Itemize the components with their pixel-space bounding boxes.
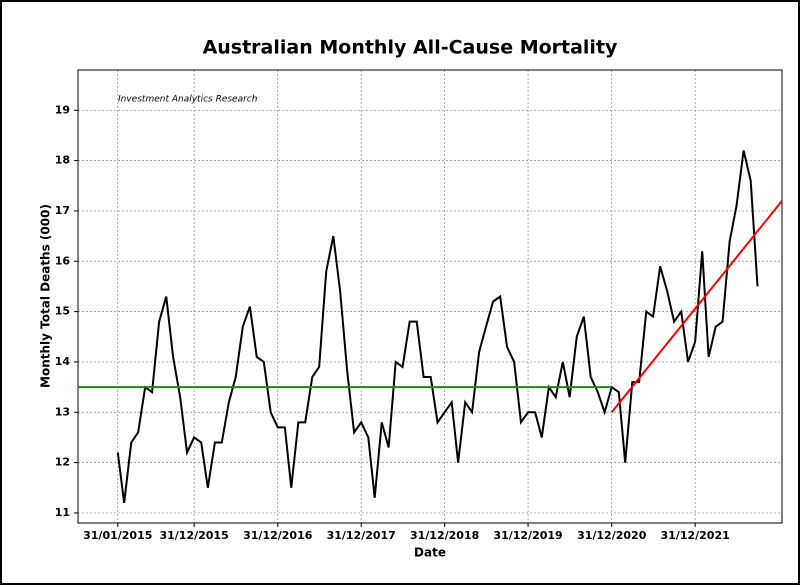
x-tick-label: 31/01/2015 [83, 529, 152, 542]
x-tick-label: 31/12/2021 [661, 529, 730, 542]
y-tick-label: 12 [55, 456, 70, 469]
x-tick-label: 31/12/2017 [327, 529, 396, 542]
x-tick-label: 31/12/2016 [243, 529, 313, 542]
x-tick-label: 31/12/2015 [159, 529, 228, 542]
x-axis-label: Date [414, 546, 446, 560]
y-tick-label: 17 [55, 204, 70, 217]
x-tick-label: 31/12/2020 [577, 529, 647, 542]
y-tick-label: 18 [55, 154, 70, 167]
plot-border [77, 69, 783, 524]
data-line [610, 200, 783, 413]
y-axis-label: Monthly Total Deaths (000) [39, 204, 53, 388]
y-tick-label: 11 [55, 506, 70, 519]
chart-title: Australian Monthly All-Cause Mortality [203, 37, 618, 59]
y-tick-label: 15 [55, 305, 70, 318]
x-tick-label: 31/12/2018 [410, 529, 479, 542]
y-tick-label: 19 [55, 103, 70, 116]
data-line [116, 150, 759, 503]
annotation: Investment Analytics Research [118, 95, 258, 105]
y-tick-label: 14 [55, 355, 71, 368]
y-tick-label: 16 [55, 254, 71, 267]
x-tick-label: 31/12/2019 [493, 529, 562, 542]
y-tick-label: 13 [55, 405, 70, 418]
